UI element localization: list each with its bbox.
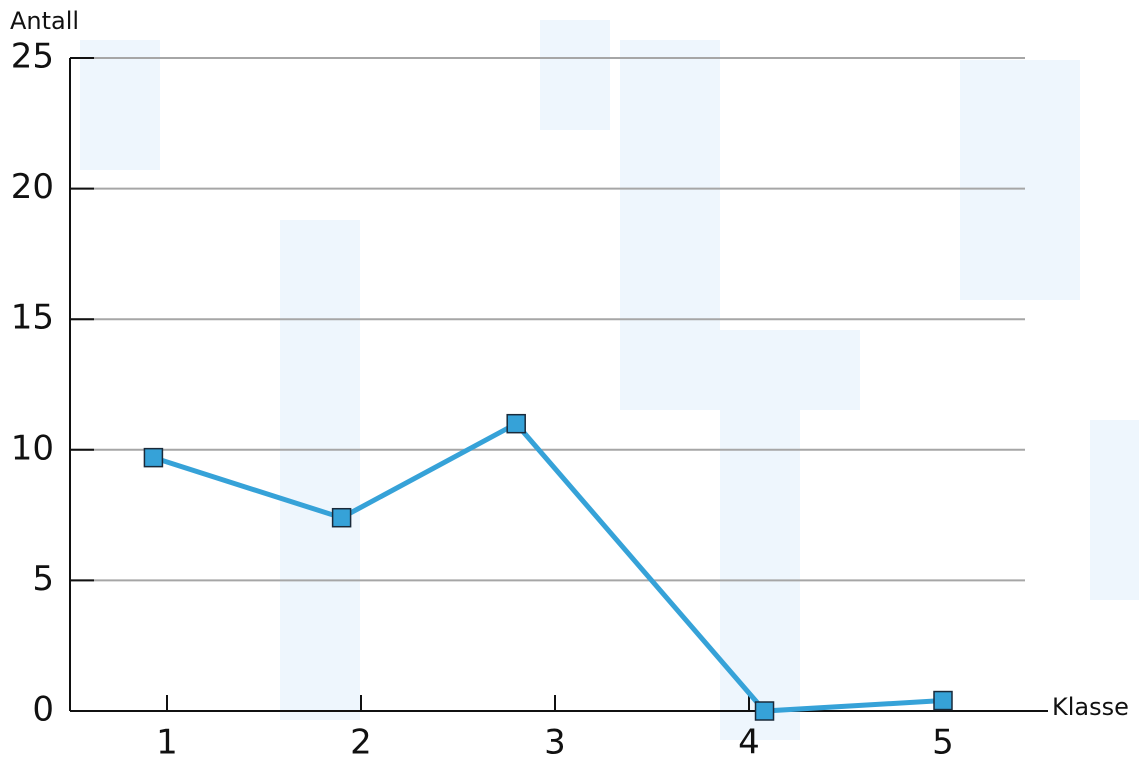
x-tick-label: 1 xyxy=(156,723,178,757)
x-tick-label: 4 xyxy=(738,723,760,757)
data-point xyxy=(933,690,953,711)
y-tick-label: 25 xyxy=(11,37,54,77)
x-tick-label: 3 xyxy=(544,723,566,757)
y-tick-label: 20 xyxy=(11,167,54,207)
x-axis-label: Klasse xyxy=(1052,693,1129,721)
background-pattern xyxy=(80,20,1139,740)
data-line xyxy=(152,420,944,714)
data-point xyxy=(331,507,352,528)
data-point xyxy=(754,701,775,721)
x-tick-label: 5 xyxy=(932,723,954,757)
y-tick-label: 0 xyxy=(32,690,54,730)
y-tick-label: 5 xyxy=(32,559,54,599)
data-point xyxy=(506,413,526,434)
data-point xyxy=(143,447,164,468)
x-tick-label: 2 xyxy=(350,723,372,757)
y-tick-label: 10 xyxy=(11,428,54,468)
y-tick-label: 15 xyxy=(11,298,54,338)
y-axis-label: Antall xyxy=(10,7,79,35)
